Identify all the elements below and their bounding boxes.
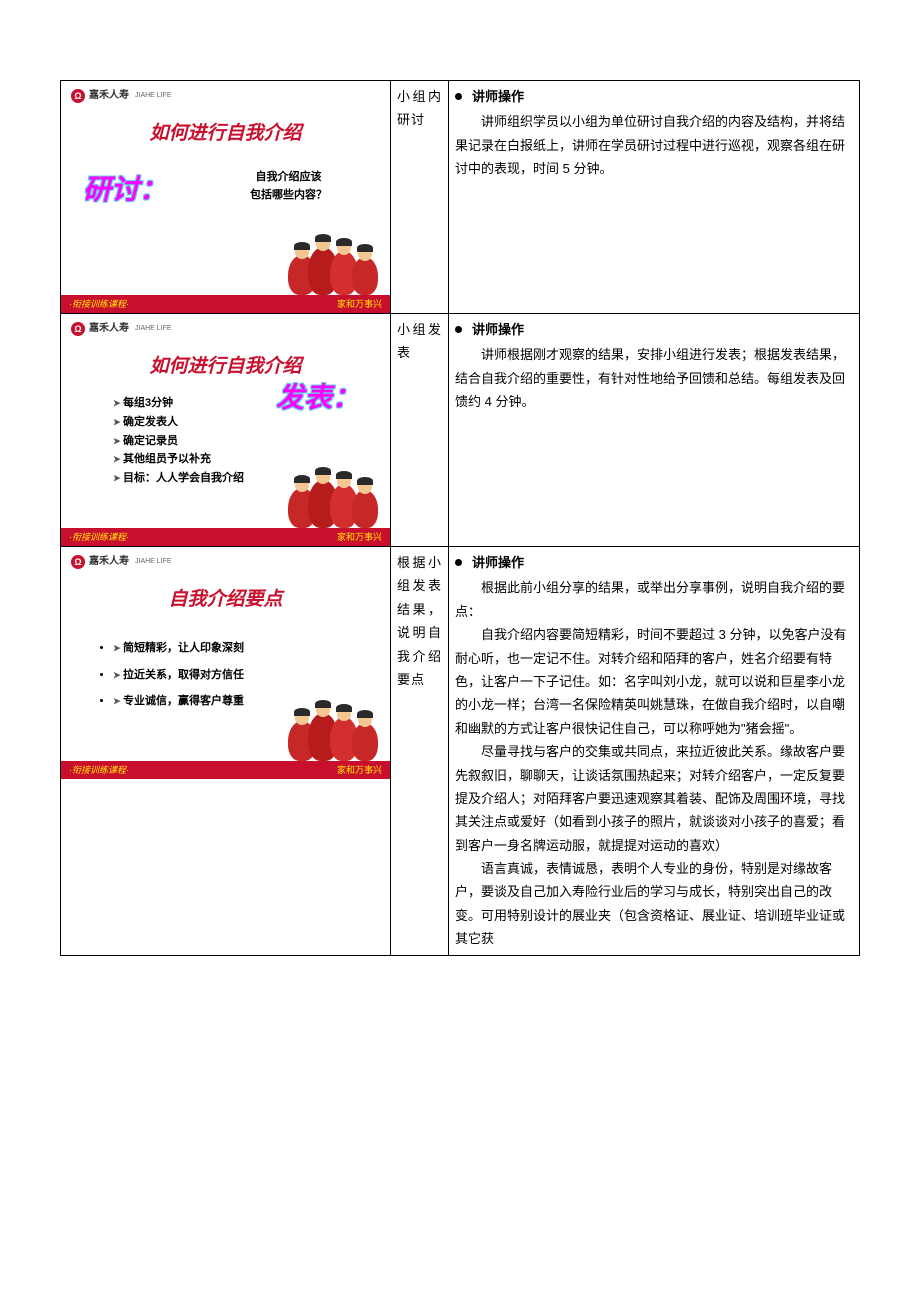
instruction-table: Ω 嘉禾人寿 JIAHE LIFE 如何进行自我介绍 研讨： 自我介绍应该 包括… — [60, 80, 860, 956]
people-illustration-icon — [284, 693, 384, 761]
op-heading-row: 讲师操作 — [455, 318, 853, 341]
topic-cell: 小组发表 — [391, 314, 449, 547]
footer-right: 家和万事兴 — [337, 296, 382, 312]
slide-header: Ω 嘉禾人寿 JIAHE LIFE — [61, 314, 390, 338]
slide-title: 自我介绍要点 — [61, 583, 390, 617]
bullet-icon — [455, 93, 462, 100]
topic-cell: 根据小组发表结果，说明自我介绍要点 — [391, 547, 449, 956]
op-heading-row: 讲师操作 — [455, 551, 853, 574]
slide-header: Ω 嘉禾人寿 JIAHE LIFE — [61, 547, 390, 571]
callout-label: 发表： — [276, 374, 360, 424]
topic-text: 小组发表 — [397, 322, 442, 360]
logo-brand: 嘉禾人寿 — [89, 553, 129, 571]
op-heading-row: 讲师操作 — [455, 85, 853, 108]
content-paragraph: 自我介绍内容要简短精彩，时间不要超过 3 分钟，以免客户没有耐心听，也一定记不住… — [455, 623, 853, 740]
q-line: 自我介绍应该 — [187, 169, 390, 187]
content-paragraph: 讲师根据刚才观察的结果，安排小组进行发表；根据发表结果，结合自我介绍的重要性，有… — [455, 343, 853, 413]
list-item: 拉近关系，取得对方信任 — [113, 662, 390, 688]
slide-1: Ω 嘉禾人寿 JIAHE LIFE 如何进行自我介绍 研讨： 自我介绍应该 包括… — [61, 81, 390, 313]
op-heading: 讲师操作 — [472, 551, 524, 574]
slide-header: Ω 嘉禾人寿 JIAHE LIFE — [61, 81, 390, 105]
table-row: Ω 嘉禾人寿 JIAHE LIFE 自我介绍要点 简短精彩，让人印象深刻 拉近关… — [61, 547, 860, 956]
logo-sub: JIAHE LIFE — [135, 556, 172, 569]
table-row: Ω 嘉禾人寿 JIAHE LIFE 如何进行自我介绍 研讨： 自我介绍应该 包括… — [61, 81, 860, 314]
slide-cell: Ω 嘉禾人寿 JIAHE LIFE 如何进行自我介绍 研讨： 自我介绍应该 包括… — [61, 81, 391, 314]
bullet-icon — [455, 326, 462, 333]
people-illustration-icon — [284, 227, 384, 295]
footer-right: 家和万事兴 — [337, 762, 382, 778]
content-paragraph: 尽量寻找与客户的交集或共同点，来拉近彼此关系。缘故客户要先叙叙旧，聊聊天，让谈话… — [455, 740, 853, 857]
logo-icon: Ω — [71, 322, 85, 336]
slide-cell: Ω 嘉禾人寿 JIAHE LIFE 如何进行自我介绍 发表： 每组3分钟 确定发… — [61, 314, 391, 547]
op-heading: 讲师操作 — [472, 85, 524, 108]
slide-2: Ω 嘉禾人寿 JIAHE LIFE 如何进行自我介绍 发表： 每组3分钟 确定发… — [61, 314, 390, 546]
slide-3: Ω 嘉禾人寿 JIAHE LIFE 自我介绍要点 简短精彩，让人印象深刻 拉近关… — [61, 547, 390, 779]
table-row: Ω 嘉禾人寿 JIAHE LIFE 如何进行自我介绍 发表： 每组3分钟 确定发… — [61, 314, 860, 547]
slide-title: 如何进行自我介绍 — [61, 117, 390, 151]
topic-text: 小组内研讨 — [397, 89, 442, 127]
footer-right: 家和万事兴 — [337, 529, 382, 545]
content-cell: 讲师操作 讲师组织学员以小组为单位研讨自我介绍的内容及结构，并将结果记录在白报纸… — [449, 81, 860, 314]
logo-sub: JIAHE LIFE — [135, 323, 172, 336]
callout-label: 研讨： — [83, 166, 167, 216]
slide-footer: ·衔接训练课程· 家和万事兴 — [61, 528, 390, 546]
slide-cell: Ω 嘉禾人寿 JIAHE LIFE 自我介绍要点 简短精彩，让人印象深刻 拉近关… — [61, 547, 391, 956]
bullet-icon — [455, 559, 462, 566]
content-paragraph: 讲师组织学员以小组为单位研讨自我介绍的内容及结构，并将结果记录在白报纸上，讲师在… — [455, 110, 853, 180]
logo-sub: JIAHE LIFE — [135, 90, 172, 103]
op-heading: 讲师操作 — [472, 318, 524, 341]
content-paragraph: 根据此前小组分享的结果，或举出分享事例，说明自我介绍的要点： — [455, 576, 853, 623]
logo-brand: 嘉禾人寿 — [89, 320, 129, 338]
slide-footer: ·衔接训练课程· 家和万事兴 — [61, 761, 390, 779]
logo-brand: 嘉禾人寿 — [89, 87, 129, 105]
content-cell: 讲师操作 讲师根据刚才观察的结果，安排小组进行发表；根据发表结果，结合自我介绍的… — [449, 314, 860, 547]
slide-footer: ·衔接训练课程· 家和万事兴 — [61, 295, 390, 313]
logo-icon: Ω — [71, 89, 85, 103]
people-illustration-icon — [284, 460, 384, 528]
footer-left: ·衔接训练课程· — [69, 296, 129, 312]
topic-cell: 小组内研讨 — [391, 81, 449, 314]
list-item: 确定记录员 — [113, 432, 390, 451]
q-line: 包括哪些内容？ — [187, 187, 390, 205]
logo-icon: Ω — [71, 555, 85, 569]
topic-text: 根据小组发表结果，说明自我介绍要点 — [397, 555, 442, 687]
content-cell: 讲师操作 根据此前小组分享的结果，或举出分享事例，说明自我介绍的要点： 自我介绍… — [449, 547, 860, 956]
footer-left: ·衔接训练课程· — [69, 529, 129, 545]
list-item: 简短精彩，让人印象深刻 — [113, 635, 390, 661]
footer-left: ·衔接训练课程· — [69, 762, 129, 778]
content-paragraph: 语言真诚，表情诚恳，表明个人专业的身份，特别是对缘故客户，要谈及自己加入寿险行业… — [455, 857, 853, 951]
